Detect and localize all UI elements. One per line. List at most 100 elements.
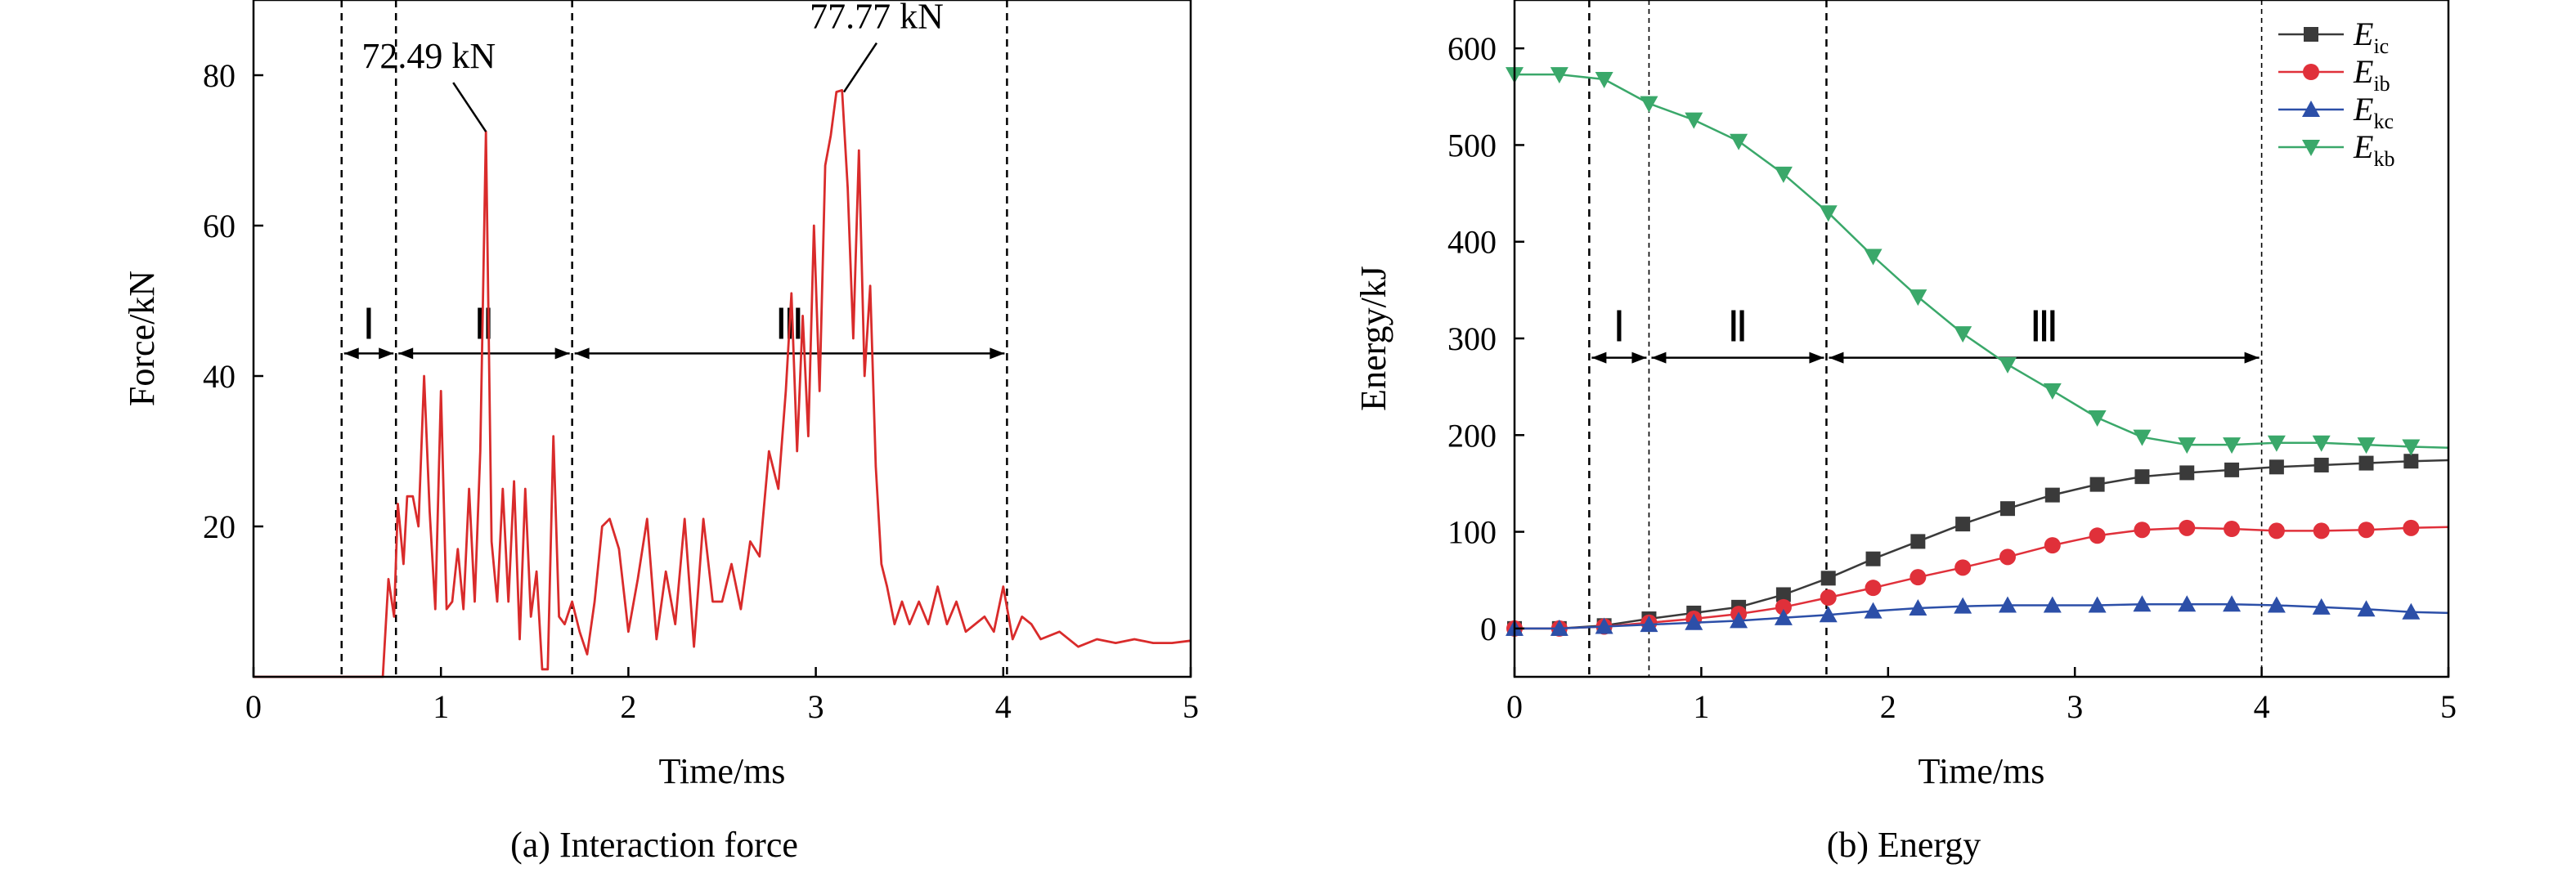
panel-b-y-tick-label-2: 200: [1447, 417, 1497, 454]
panel-b-point-ib-14: [2134, 522, 2151, 539]
panel-b-point-kc-20: [2402, 602, 2421, 620]
panel-b-point-ib-9: [1910, 569, 1927, 586]
panel-b-y-tick-label-0: 0: [1480, 611, 1497, 647]
panel-b-legend-marker-ic: [2304, 27, 2318, 42]
panel-b-x-tick-label-1: 1: [1693, 688, 1709, 725]
panel-b-point-kb-11: [1998, 356, 2017, 374]
panel-b-point-kb-5: [1730, 133, 1748, 150]
panel-b-point-ib-16: [2224, 521, 2241, 538]
panel-b-point-ic-14: [2134, 469, 2150, 485]
panel-b-point-ic-16: [2224, 462, 2240, 477]
panel-b-series-line-ic: [1515, 459, 2449, 630]
panel-b-stage-arrowhead-right-2: [2244, 351, 2260, 364]
panel-b-point-ic-12: [2044, 487, 2060, 503]
panel-b-point-kb-15: [2178, 437, 2197, 454]
panel-b-legend-label-kb: Ekb: [2353, 128, 2394, 171]
panel-b-point-kc-10: [1954, 597, 1972, 614]
panel-b-point-ib-11: [1999, 548, 2016, 566]
panel-b-point-kc-14: [2133, 595, 2152, 612]
panel-b-stage-arrowhead-right-0: [1631, 351, 1647, 364]
panel-b-y-tick-label-5: 500: [1447, 127, 1497, 163]
panel-b-point-ic-7: [1820, 571, 1836, 586]
panel-a-y-tick-label-0: 20: [203, 508, 236, 545]
panel-b-stage-arrowhead-right-1: [1809, 351, 1824, 364]
panel-b-point-kc-17: [2267, 596, 2286, 613]
panel-b-stage-arrowhead-left-1: [1651, 351, 1667, 364]
panel-b-point-kc-18: [2312, 598, 2331, 615]
panel-a-stage-arrowhead-right-0: [379, 347, 394, 360]
panel-b-x-tick-label-3: 3: [2067, 688, 2083, 725]
panel-a-stage-arrowhead-left-2: [574, 347, 590, 360]
panel-b-point-ib-15: [2179, 519, 2196, 536]
panel-a-plot-frame: [252, 0, 1192, 678]
panel-b-point-kb-3: [1640, 96, 1658, 113]
panel-a-y-axis-label: Force/kN: [122, 271, 162, 406]
panel-b-point-kb-20: [2402, 439, 2421, 456]
panel-b-point-kc-7: [1819, 606, 1838, 623]
panel-a-stage-label-1: Ⅱ: [473, 302, 495, 348]
panel-b-point-ic-19: [2358, 455, 2374, 471]
panel-b-point-ib-12: [2044, 537, 2061, 554]
panel-a-y-tick-label-1: 40: [203, 358, 236, 395]
panel-b-caption: (b) Energy: [1827, 825, 1981, 865]
panel-b-point-kb-9: [1909, 289, 1928, 307]
panel-b-y-tick-label-1: 100: [1447, 514, 1497, 551]
panel-b-point-kc-8: [1864, 602, 1883, 619]
panel-a-stage-arrowhead-left-0: [343, 347, 359, 360]
panel-b-point-ib-19: [2358, 522, 2375, 539]
panel-b-point-kb-4: [1685, 112, 1703, 129]
panel-b-legend-label-kc: Ekc: [2353, 91, 2394, 133]
panel-b-y-tick-label-6: 600: [1447, 30, 1497, 67]
panel-b-point-kc-4: [1685, 613, 1703, 630]
panel-a-caption: (a) Interaction force: [510, 825, 798, 865]
panel-b-stage-label-0: Ⅰ: [1613, 305, 1625, 351]
panel-a-stage-arrowhead-right-2: [990, 347, 1005, 360]
panel-b-point-kc-1: [1550, 619, 1568, 636]
panel-b-point-kb-6: [1774, 166, 1793, 183]
panel-b-point-kc-9: [1909, 599, 1928, 616]
panel-b-legend-label-ic: Eic: [2353, 16, 2389, 58]
panel-b-point-kc-16: [2223, 595, 2242, 612]
panel-b-legend-subscript-ib: ib: [2373, 72, 2390, 96]
panel-a-x-tick-label-4: 4: [995, 688, 1012, 725]
panel-a-x-tick-label-2: 2: [620, 688, 636, 725]
panel-b-stage-label-1: Ⅱ: [1727, 305, 1748, 351]
panel-b-point-ib-17: [2268, 522, 2285, 539]
panel-a-stage-label-0: Ⅰ: [362, 302, 375, 348]
panel-b-point-ic-20: [2403, 454, 2419, 469]
panel-b-point-ib-18: [2313, 522, 2330, 539]
panel-b-point-ib-10: [1954, 559, 1972, 576]
panel-b-point-ic-17: [2269, 459, 2284, 475]
panel-b-point-kb-18: [2312, 435, 2331, 452]
panel-a-x-tick-label-0: 0: [245, 688, 262, 725]
panel-a-x-tick-label-1: 1: [433, 688, 449, 725]
panel-a-force-line: [254, 89, 1192, 678]
panel-b-point-kb-17: [2267, 435, 2286, 452]
panel-a-x-tick-label-3: 3: [808, 688, 824, 725]
panel-b-x-tick-label-4: 4: [2254, 688, 2270, 725]
panel-b-point-kc-6: [1774, 608, 1793, 625]
panel-b-y-tick-label-4: 400: [1447, 224, 1497, 261]
panel-b-point-ib-7: [1820, 589, 1837, 607]
panel-a-x-tick-label-5: 5: [1183, 688, 1199, 725]
panel-b-point-kb-10: [1954, 326, 1972, 343]
panel-b-point-kb-13: [2088, 410, 2107, 427]
panel-b-legend-marker-ib: [2303, 64, 2319, 80]
panel-b-point-kc-19: [2357, 600, 2376, 617]
panel-b-point-ic-6: [1775, 587, 1791, 602]
panel-a-annotation-0: 72.49 kN: [361, 36, 496, 76]
panel-a-x-axis-label: Time/ms: [659, 751, 786, 791]
panel-b-stage-arrowhead-left-2: [1829, 351, 1844, 364]
panel-b-point-kb-2: [1595, 71, 1613, 88]
panel-a-y-tick-label-2: 60: [203, 208, 236, 244]
panel-b-point-ic-8: [1865, 551, 1881, 566]
panel-b-y-axis-label: Energy/kJ: [1353, 266, 1393, 411]
panel-b-point-kb-19: [2357, 437, 2376, 454]
panel-b-point-kb-12: [2043, 383, 2062, 400]
panel-a-stage-arrowhead-right-1: [554, 347, 570, 360]
panel-b-stage-label-2: Ⅲ: [2030, 305, 2059, 351]
panel-b-point-kb-14: [2133, 429, 2152, 446]
